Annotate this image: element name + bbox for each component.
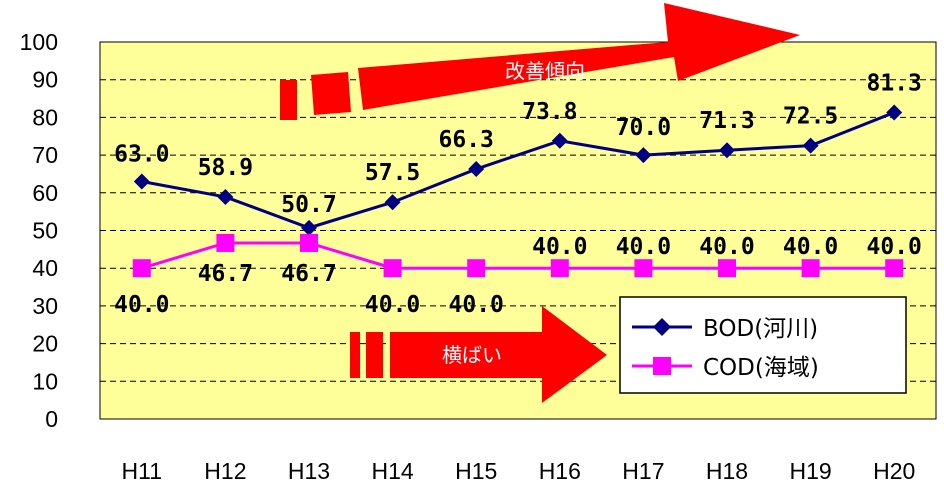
x-tick-label: H19 <box>789 458 831 484</box>
data-point-diamond <box>301 219 317 236</box>
data-point-square <box>467 259 486 278</box>
data-labels-layer: 63.0 58.9 50.7 57.5 66.3 73.8 70.0 71.3 72.5 81.3… <box>114 70 922 318</box>
y-tick-label: 30 <box>32 293 58 319</box>
series-layer <box>132 104 904 278</box>
data-point-diamond <box>719 142 735 159</box>
data-point-diamond <box>635 147 652 164</box>
x-tick-label: H16 <box>539 458 581 484</box>
y-tick-label: 20 <box>32 331 58 357</box>
data-point-diamond <box>133 173 150 190</box>
flat-trend-label: 横ばい <box>442 343 502 367</box>
series-line <box>141 241 895 270</box>
y-tick-label: 50 <box>32 218 58 244</box>
data-label-cod: 46.7 <box>198 261 253 287</box>
legend-box <box>619 296 907 394</box>
data-label-cod: 46.7 <box>281 261 336 287</box>
improving-stripe-2 <box>311 72 351 115</box>
data-point-diamond <box>468 161 485 178</box>
x-tick-label: H11 <box>122 458 163 484</box>
x-tick-label: H12 <box>204 458 246 484</box>
data-label-cod: 40.0 <box>616 234 671 260</box>
data-label-cod: 40.0 <box>365 292 420 318</box>
series-line <box>141 111 895 230</box>
data-point-diamond <box>217 188 234 205</box>
data-point-square <box>300 233 318 252</box>
data-label-cod: 40.0 <box>783 234 838 260</box>
flat-stripe-1 <box>350 332 360 378</box>
data-label-cod: 40.0 <box>699 234 754 260</box>
data-label-bod: 73.8 <box>522 99 577 125</box>
data-point-square <box>132 259 151 278</box>
y-tick-label: 100 <box>20 29 58 55</box>
data-point-square <box>216 233 235 252</box>
data-label-cod: 40.0 <box>114 292 169 318</box>
y-tick-label: 90 <box>32 67 58 93</box>
data-label-bod: 66.3 <box>439 127 494 153</box>
data-label-cod: 40.0 <box>532 234 587 260</box>
x-tick-label: H18 <box>706 458 748 484</box>
data-label-cod: 40.0 <box>867 234 922 260</box>
red-arrow-up-right-icon <box>358 3 800 110</box>
data-point-square <box>550 259 569 278</box>
data-label-bod: 50.7 <box>281 192 336 218</box>
y-tick-label: 10 <box>32 368 58 394</box>
data-point-diamond <box>551 132 568 149</box>
legend: BOD(河川) COD(海域) <box>619 296 907 394</box>
y-tick-label: 70 <box>32 142 58 168</box>
x-tick-label: H14 <box>371 458 413 484</box>
legend-cod-label: COD(海域) <box>703 355 819 381</box>
data-label-bod: 81.3 <box>867 70 922 96</box>
data-label-bod: 57.5 <box>365 160 420 186</box>
y-tick-label: 80 <box>32 104 58 130</box>
improving-trend-arrow: 改善傾向 <box>280 3 800 120</box>
red-arrow-right-icon <box>390 306 607 403</box>
data-point-diamond <box>384 194 401 211</box>
data-point-diamond <box>802 137 819 154</box>
improving-trend-label: 改善傾向 <box>505 59 585 83</box>
y-axis-tick-labels: 0 10 20 30 40 50 60 70 80 90 100 <box>20 29 58 432</box>
data-point-square <box>383 259 402 278</box>
x-tick-label: H13 <box>288 458 330 484</box>
improving-stripe-1 <box>280 80 297 120</box>
data-point-square <box>801 259 820 278</box>
flat-stripe-2 <box>366 332 383 378</box>
y-tick-label: 0 <box>45 406 58 432</box>
y-tick-label: 40 <box>32 255 58 281</box>
data-label-bod: 70.0 <box>616 115 671 141</box>
data-point-diamond <box>886 104 903 121</box>
data-point-square <box>718 259 736 278</box>
data-point-square <box>634 259 653 278</box>
data-point-square <box>885 259 904 278</box>
data-label-bod: 63.0 <box>114 141 169 167</box>
x-axis-tick-labels: H11 H12 H13 H14 H15 H16 H17 H18 H19 H20 <box>122 458 916 484</box>
legend-bod-label: BOD(河川) <box>703 316 818 342</box>
x-tick-label: H15 <box>455 458 497 484</box>
data-label-cod: 40.0 <box>449 292 504 318</box>
data-label-bod: 72.5 <box>783 104 838 130</box>
data-label-bod: 71.3 <box>699 108 754 134</box>
x-tick-label: H17 <box>622 458 664 484</box>
data-label-bod: 58.9 <box>198 155 253 181</box>
y-tick-label: 60 <box>32 180 58 206</box>
legend-cod-square-icon <box>653 357 671 375</box>
flat-trend-arrow: 横ばい <box>350 306 607 403</box>
legend-bod-diamond-icon <box>653 318 671 336</box>
x-tick-label: H20 <box>873 458 915 484</box>
